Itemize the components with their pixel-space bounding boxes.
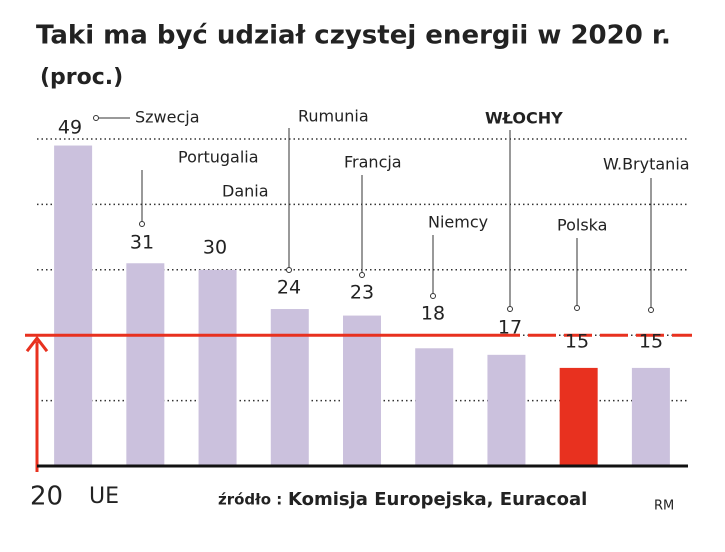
category-label: Francja [344, 153, 402, 172]
leader-dot [574, 305, 580, 311]
bar [126, 263, 165, 466]
category-label: Niemcy [428, 213, 488, 232]
reference-value: 20 [30, 482, 63, 512]
credit: RM [654, 499, 674, 514]
value-label: 24 [277, 277, 301, 299]
category-label: Rumunia [298, 107, 369, 126]
value-label: 15 [565, 331, 589, 353]
bar [415, 348, 454, 466]
category-label: Dania [222, 182, 269, 201]
category-label: Szwecja [135, 108, 200, 127]
category-label: W.Brytania [603, 155, 690, 174]
source: Komisja Europejska, Euracoal [288, 489, 587, 510]
bar [631, 367, 670, 466]
reference-arrowhead [25, 335, 49, 353]
leader-dot [648, 307, 654, 313]
leader-dot [93, 115, 99, 121]
leader-dot [359, 272, 365, 278]
bar [487, 354, 526, 466]
chart-subtitle: (proc.) [40, 65, 123, 90]
value-label: 30 [203, 237, 227, 259]
leader-dot [286, 267, 292, 273]
bar [270, 309, 309, 466]
value-label: 17 [498, 317, 522, 339]
source-prefix: źródło : [218, 491, 282, 509]
leader-dot [507, 306, 513, 312]
reference-label: UE [89, 484, 119, 509]
bar [559, 367, 598, 466]
value-label: 15 [639, 331, 663, 353]
bar [198, 269, 237, 466]
category-label: Polska [557, 216, 607, 235]
value-label: 18 [421, 303, 445, 325]
chart-title: Taki ma być udział czystej energii w 202… [36, 21, 671, 51]
leader-dot [139, 221, 145, 227]
value-label: 31 [130, 232, 154, 254]
bar [343, 315, 381, 466]
category-label: WŁOCHY [485, 109, 563, 128]
leader-dot [430, 293, 436, 299]
value-label: 49 [58, 117, 82, 139]
value-label: 23 [350, 282, 374, 304]
category-label: Portugalia [178, 148, 259, 167]
bar [54, 145, 93, 467]
